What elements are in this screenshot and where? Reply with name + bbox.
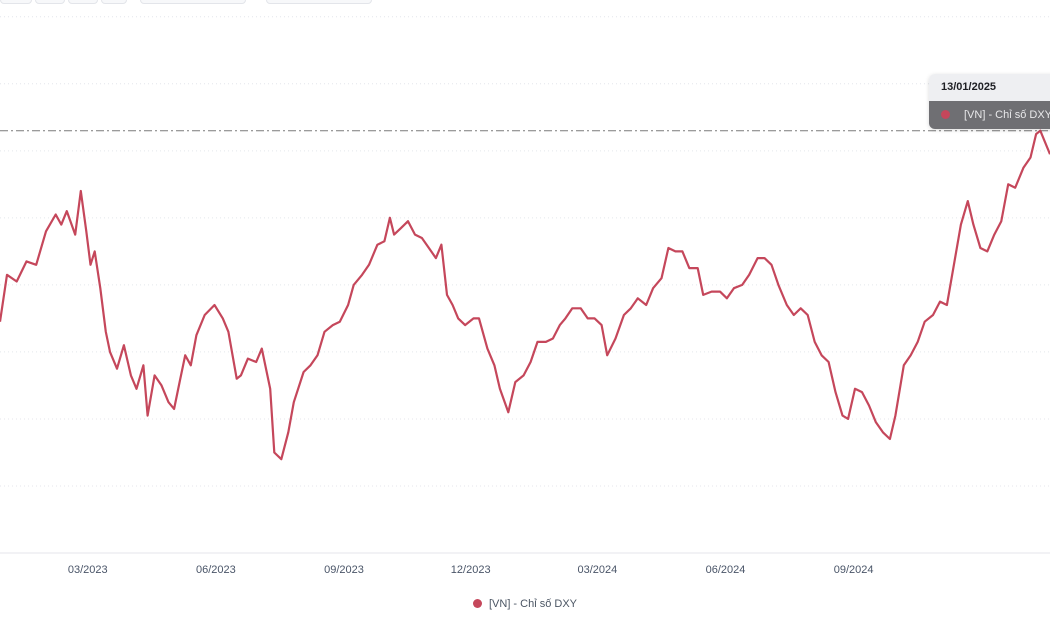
x-tick-label: 03/2023 [68,564,108,576]
legend-dot [472,599,482,608]
x-tick-label: 12/2023 [451,564,491,576]
legend[interactable]: [VN] - Chỉ số DXY [0,598,1050,610]
x-tick-label: 09/2024 [834,564,874,576]
x-tick-label: 06/2023 [196,564,236,576]
tooltip-series-row: [VN] - Chỉ số DXY [929,101,1050,129]
x-tick-label: 09/2023 [324,564,364,576]
x-tick-label: 06/2024 [706,564,746,576]
tooltip-series-dot [941,110,950,119]
tooltip-date: 13/01/2025 [929,74,1050,101]
series-line-dxy [0,129,1050,461]
gridlines [0,16,1050,554]
tooltip-series-label: [VN] - Chỉ số DXY [964,109,1050,121]
legend-label: [VN] - Chỉ số DXY [488,598,578,610]
x-tick-label: 03/2024 [578,564,618,576]
x-axis-ticks: 03/2023 06/2023 09/2023 12/2023 03/2024 06/20… [68,564,874,576]
tooltip: 13/01/2025 [VN] - Chỉ số DXY [929,74,1050,129]
